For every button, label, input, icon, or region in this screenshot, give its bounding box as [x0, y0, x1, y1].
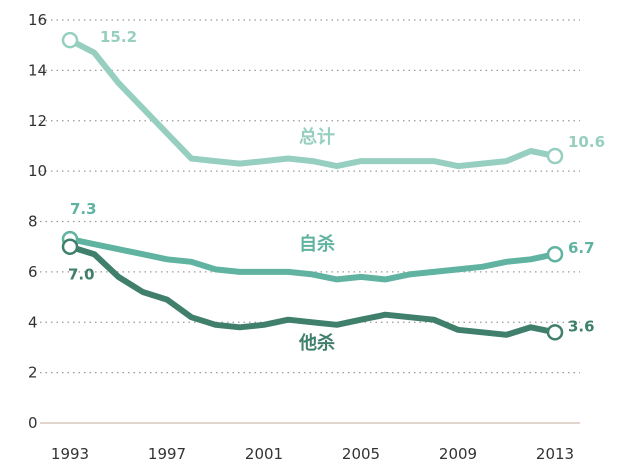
x-tick-label: 1993	[51, 445, 89, 463]
y-tick-label: 0	[28, 414, 38, 432]
y-tick-label: 2	[28, 364, 38, 382]
y-tick-label: 6	[28, 263, 38, 281]
end-marker	[546, 324, 564, 341]
end-marker	[546, 147, 564, 165]
y-tick-label: 12	[28, 112, 47, 130]
series-name-label: 他杀	[298, 332, 335, 354]
x-tick-label: 1997	[148, 445, 186, 463]
series-line	[67, 243, 558, 338]
y-tick-label: 4	[28, 313, 38, 331]
start-value-label: 7.0	[68, 266, 95, 284]
start-value-label: 15.2	[100, 28, 137, 46]
x-tick-label: 2009	[439, 445, 477, 463]
axes: 0 2 4 6 8 10 12 14 16 1993 1997 2001 2005 2009 2013	[28, 11, 574, 463]
end-value-label: 3.6	[568, 317, 595, 335]
y-tick-label: 10	[28, 162, 47, 180]
series-lines	[61, 31, 564, 341]
x-tick-label: 2013	[536, 445, 574, 463]
end-marker	[546, 245, 564, 263]
series-name-label: 自杀	[299, 233, 335, 255]
y-tick-label: 8	[28, 213, 38, 231]
y-tick-label: 14	[28, 61, 47, 79]
x-tick-label: 2005	[342, 445, 380, 463]
series-name-label: 总计	[299, 126, 335, 148]
start-value-label: 7.3	[70, 200, 97, 218]
series-line	[67, 37, 558, 170]
series-labels: 15.2 10.6 总计 7.3 6.7 自杀 7.0 3.6 他杀	[68, 28, 605, 354]
end-value-label: 10.6	[568, 133, 605, 151]
x-tick-label: 2001	[245, 445, 283, 463]
start-marker	[61, 238, 79, 255]
series-line	[67, 236, 558, 283]
end-value-label: 6.7	[568, 239, 595, 257]
gridlines	[40, 19, 580, 424]
y-tick-label: 16	[28, 11, 47, 29]
start-marker	[61, 31, 79, 49]
